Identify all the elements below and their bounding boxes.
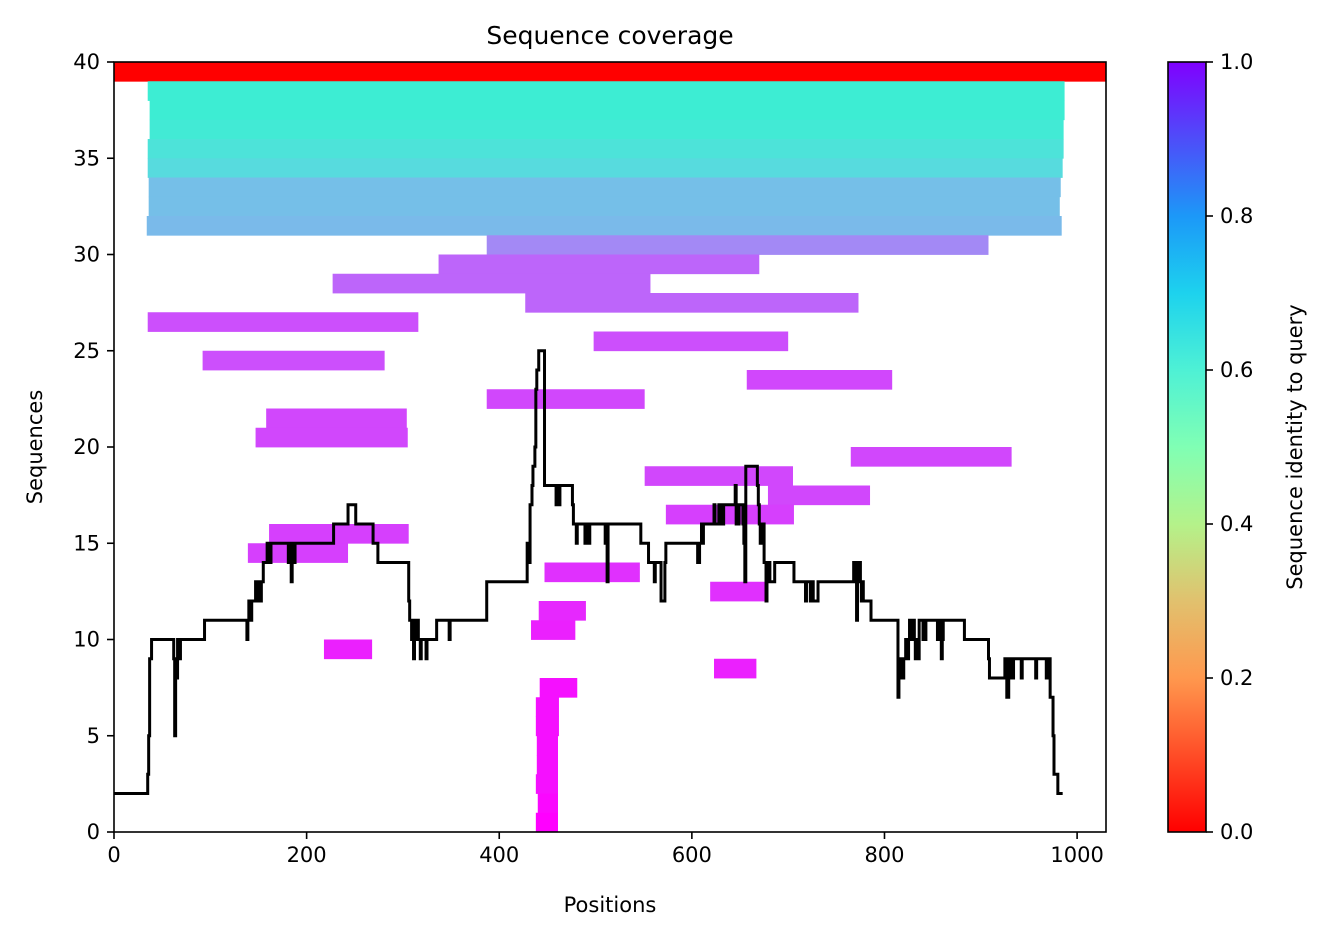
alignment-bar (544, 562, 640, 583)
y-tick-label: 20 (73, 435, 100, 459)
alignment-bar (202, 350, 385, 371)
alignment-bar (269, 524, 409, 544)
colorbar-tick-label: 1.0 (1220, 50, 1253, 74)
y-tick-label: 5 (87, 724, 100, 748)
colorbar-tick-label: 0.6 (1220, 358, 1253, 382)
alignment-bar (525, 293, 859, 313)
x-axis-label: Positions (564, 893, 657, 917)
alignment-bar (149, 119, 1064, 140)
x-tick-label: 800 (864, 843, 904, 867)
alignment-bar (486, 389, 645, 409)
x-axis: 0 200 400 600 800 1000 (107, 832, 1104, 867)
alignment-bar (535, 697, 559, 717)
alignment-bar (593, 331, 789, 352)
alignment-bar (714, 658, 757, 679)
alignment-bar (147, 158, 1063, 178)
chart-title: Sequence coverage (486, 21, 733, 50)
alignment-bar (665, 504, 794, 525)
alignment-bar (332, 273, 651, 294)
alignment-bar (710, 581, 766, 602)
colorbar-label: Sequence identity to query (1283, 304, 1307, 589)
alignment-bar (266, 408, 407, 429)
alignment-bar (536, 755, 558, 775)
y-axis: 0 5 10 15 20 25 30 35 40 (73, 50, 114, 844)
alignment-bar (323, 639, 373, 660)
colorbar-tick-label: 0.8 (1220, 204, 1253, 228)
alignment-bar (539, 678, 578, 698)
alignment-bar (535, 774, 558, 794)
x-tick-label: 200 (287, 843, 327, 867)
y-tick-label: 10 (73, 628, 100, 652)
alignment-bar (850, 447, 1012, 467)
y-axis-label: Sequences (23, 390, 47, 505)
alignment-bar (247, 543, 349, 563)
alignment-bar (486, 235, 989, 255)
y-tick-label: 15 (73, 531, 100, 555)
alignment-bar (114, 62, 1106, 82)
x-tick-label: 400 (479, 843, 519, 867)
colorbar-tick-label: 0.0 (1220, 820, 1253, 844)
alignment-bar (538, 601, 586, 621)
alignment-bar (438, 254, 760, 275)
alignment-bar (536, 735, 558, 756)
alignment-bar (147, 81, 1065, 101)
y-tick-label: 30 (73, 243, 100, 267)
y-tick-label: 0 (87, 820, 100, 844)
alignment-bar (644, 466, 793, 486)
colorbar-axis: 0.0 0.2 0.4 0.6 0.8 1.0 (1206, 50, 1253, 844)
alignment-bar (531, 620, 576, 640)
alignment-bar (148, 177, 1061, 198)
alignment-bar (147, 312, 419, 332)
alignment-bar (147, 139, 1064, 159)
y-tick-label: 25 (73, 339, 100, 363)
x-tick-label: 0 (107, 843, 120, 867)
alignment-bar (146, 216, 1062, 236)
alignment-bar (148, 196, 1060, 217)
y-tick-label: 40 (73, 50, 100, 74)
alignment-bar (746, 370, 893, 390)
colorbar-tick-label: 0.2 (1220, 666, 1253, 690)
colorbar-frame (1167, 61, 1207, 833)
coverage-line (114, 349, 1063, 795)
alignment-bar (537, 793, 558, 814)
alignment-bar (535, 812, 558, 832)
x-tick-label: 600 (672, 843, 712, 867)
alignment-bar (255, 427, 408, 448)
colorbar-tick-label: 0.4 (1220, 512, 1253, 536)
alignment-bar (149, 100, 1065, 121)
y-tick-label: 35 (73, 146, 100, 170)
x-tick-label: 1000 (1050, 843, 1103, 867)
alignment-bar (767, 485, 871, 506)
colorbar (1168, 62, 1206, 832)
alignment-bar (535, 716, 559, 737)
